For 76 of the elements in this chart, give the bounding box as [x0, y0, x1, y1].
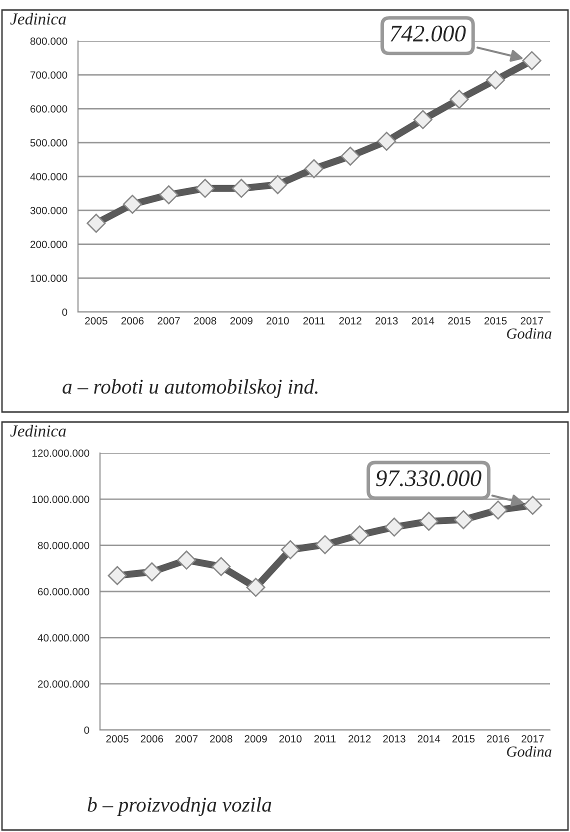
point [488, 500, 508, 520]
x-tick-label: 2010 [279, 735, 302, 743]
x-tick-label: 2007 [158, 317, 180, 325]
point [232, 178, 251, 198]
point [523, 496, 542, 515]
y-tick-label: 700.000 [30, 71, 68, 79]
point [304, 159, 324, 178]
text: b – proizvodnja vozila [88, 797, 272, 816]
point [454, 510, 473, 530]
point [159, 185, 178, 204]
point [350, 525, 370, 544]
point [142, 562, 162, 582]
point [86, 214, 106, 233]
point [377, 132, 396, 151]
point [122, 194, 142, 214]
x-tick-label: 2006 [121, 317, 144, 325]
point [196, 178, 215, 198]
x-tick-label: 2010 [266, 317, 289, 325]
y-axis-title: Jedinica [10, 424, 66, 437]
point [486, 70, 506, 90]
x-tick-label: 2013 [383, 735, 406, 743]
x-tick-label: 2011 [314, 735, 336, 743]
point [413, 110, 432, 130]
text: a – roboti u automobilskoj ind. [62, 379, 318, 398]
x-tick-label: 2015 [484, 317, 507, 325]
x-tick-label: 2014 [418, 735, 440, 743]
y-tick-label: 400.000 [30, 173, 68, 180]
point [522, 51, 542, 70]
x-tick-label: 2011 [303, 317, 325, 325]
y-tick-label: 120.000.000 [32, 450, 90, 457]
point [177, 550, 196, 570]
y-tick-label: 500.000 [30, 139, 68, 146]
y-tick-label: 20.000.000 [38, 680, 90, 688]
point [108, 566, 127, 586]
y-tick-label: 0 [84, 726, 90, 734]
x-tick-label: 2015 [448, 317, 470, 325]
y-tick-label: 40.000.000 [38, 634, 90, 642]
x-tick-label: 2012 [339, 317, 362, 325]
x-tick-label: 2009 [230, 317, 252, 325]
x-tick-label: 2005 [85, 317, 108, 325]
point [268, 175, 288, 194]
point [340, 146, 360, 166]
point [419, 512, 438, 531]
y-tick-label: 80.000.000 [38, 542, 90, 550]
point [315, 535, 335, 554]
x-tick-label: 2016 [487, 735, 510, 743]
x-tick-label: 2007 [175, 735, 198, 743]
x-tick-label: 2008 [194, 317, 216, 325]
x-tick-label: 2009 [244, 735, 267, 743]
point [384, 518, 404, 537]
point [212, 557, 231, 576]
y-tick-label: 300.000 [30, 206, 68, 214]
y-tick-label: 200.000 [30, 240, 68, 248]
x-tick-label: 2012 [348, 735, 371, 743]
y-tick-label: 800.000 [30, 38, 68, 45]
x-axis-title: Godina [507, 746, 552, 757]
point [280, 540, 300, 560]
y-tick-label: 600.000 [30, 105, 68, 113]
x-tick-label: 2017 [522, 735, 544, 743]
y-tick-label: 100.000.000 [32, 496, 90, 504]
y-tick-label: 100.000 [30, 274, 68, 282]
x-tick-label: 2015 [452, 735, 475, 743]
x-tick-label: 2013 [376, 317, 398, 325]
y-axis-title: Jedinica [10, 12, 66, 25]
x-tick-label: 2014 [412, 317, 434, 325]
annotation: 742.000 [390, 26, 466, 42]
point [450, 90, 469, 109]
y-tick-label: 0 [62, 308, 68, 316]
y-tick-label: 60.000.000 [38, 588, 90, 596]
x-tick-label: 2006 [140, 735, 164, 743]
x-tick-label: 2017 [520, 317, 543, 325]
x-tick-label: 2005 [106, 735, 128, 743]
annotation: 97.330.000 [376, 470, 482, 486]
x-tick-label: 2008 [210, 735, 232, 743]
point [246, 578, 266, 597]
x-axis-title: Godina [507, 328, 552, 339]
